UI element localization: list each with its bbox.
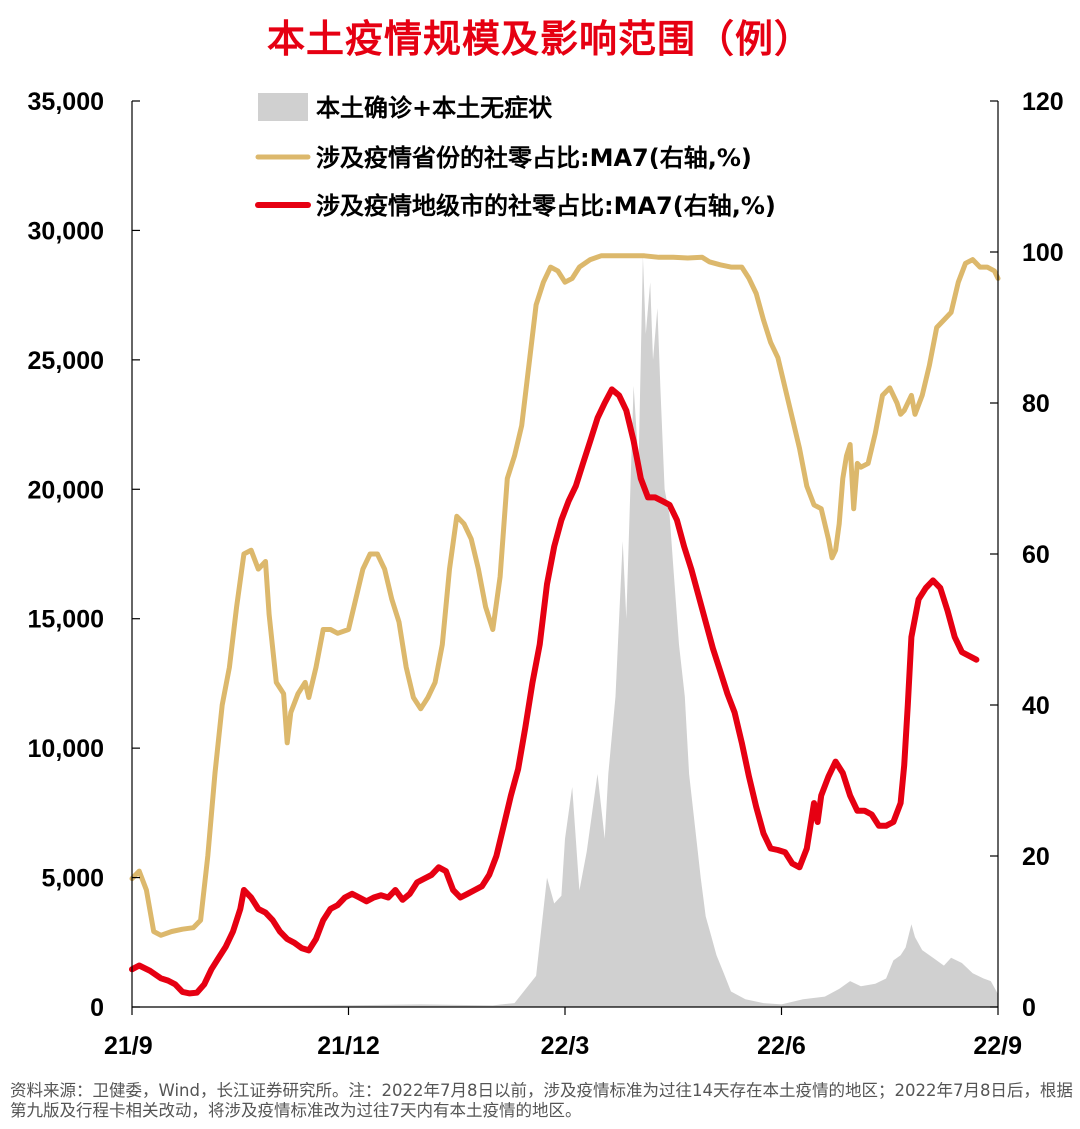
right-y-tick-label: 0: [1022, 994, 1036, 1022]
left-y-tick-label: 5,000: [41, 865, 104, 893]
chart-title: 本土疫情规模及影响范围（例）: [266, 17, 813, 61]
chart-canvas: 0 5,000 10,000 15,000 20,000 25,000 30,000 35,0…: [28, 88, 1064, 1060]
right-y-tick-label: 100: [1022, 239, 1064, 267]
legend-swatch-area: [258, 93, 308, 121]
axes-layer: 0 5,000 10,000 15,000 20,000 25,000 30,000 35,0…: [28, 88, 1064, 1060]
legend-label: 涉及疫情地级市的社零占比:MA7(右轴,%): [316, 192, 776, 220]
x-tick-label: 22/3: [541, 1032, 590, 1060]
left-y-tick-label: 20,000: [28, 476, 104, 504]
right-y-tick-label: 40: [1022, 692, 1050, 720]
x-tick-label: 21/9: [104, 1032, 153, 1060]
legend-label: 本土确诊+本土无症状: [316, 94, 553, 122]
left-y-tick-label: 30,000: [28, 217, 104, 245]
left-y-tick-label: 10,000: [28, 735, 104, 763]
series-line-province-share: [129, 253, 1001, 938]
right-y-tick-label: 20: [1022, 843, 1050, 871]
x-tick-label: 22/9: [973, 1032, 1022, 1060]
x-tick-label: 22/6: [757, 1032, 806, 1060]
left-y-tick-label: 15,000: [28, 606, 104, 634]
left-y-tick-label: 25,000: [28, 347, 104, 375]
series-area-confirmed-cases: [132, 256, 998, 1007]
right-y-tick-label: 120: [1022, 88, 1064, 116]
legend-label: 涉及疫情省份的社零占比:MA7(右轴,%): [316, 144, 752, 172]
right-y-tick-label: 60: [1022, 541, 1050, 569]
area-layer: [132, 256, 998, 1007]
left-y-tick-label: 0: [90, 994, 104, 1022]
x-tick-label: 21/12: [317, 1032, 380, 1060]
line-layer: [129, 253, 1001, 997]
source-footnote: 资料来源：卫健委，Wind，长江证券研究所。注：2022年7月8日以前，涉及疫情…: [10, 1081, 1073, 1120]
series-line-city-share: [129, 386, 980, 997]
right-y-tick-label: 80: [1022, 390, 1050, 418]
left-y-tick-label: 35,000: [28, 88, 104, 116]
